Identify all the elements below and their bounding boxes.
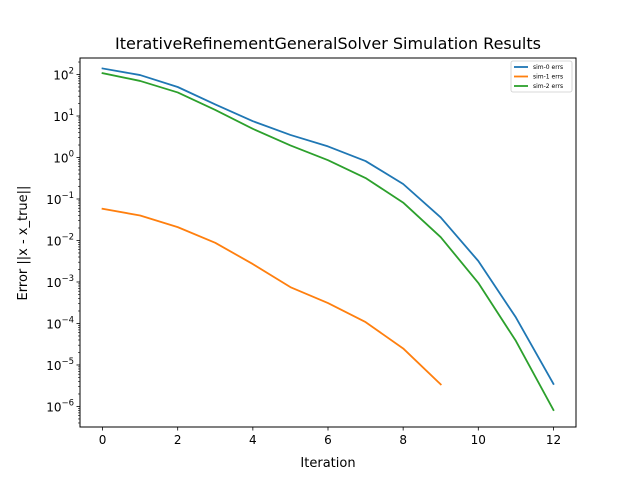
series-line-0 — [101, 67, 555, 386]
series-line-2 — [101, 72, 555, 412]
x-tick-label: 6 — [324, 433, 332, 447]
y-tick-label: 10−4 — [46, 315, 74, 331]
y-tick-label: 10−3 — [46, 274, 74, 290]
x-tick-label: 8 — [399, 433, 407, 447]
legend-label: sim-1 errs — [533, 74, 563, 81]
x-tick-label: 12 — [546, 433, 561, 447]
x-tick-label: 10 — [471, 433, 486, 447]
series-line-1 — [101, 207, 443, 386]
axes-frame — [79, 57, 577, 428]
y-tick-label: 10−6 — [46, 398, 74, 414]
x-tick-label: 2 — [174, 433, 182, 447]
legend-box — [510, 60, 573, 93]
y-axis-label: Error ||x - x_true|| — [16, 186, 31, 301]
y-tick-label: 10−2 — [46, 232, 74, 248]
x-tick-label: 0 — [99, 433, 107, 447]
legend-label: sim-2 errs — [533, 83, 563, 90]
y-tick-label: 10−1 — [46, 191, 74, 207]
x-axis-label: Iteration — [300, 456, 355, 471]
x-tick-label: 4 — [249, 433, 257, 447]
y-tick-label: 102 — [53, 67, 74, 83]
y-tick-label: 101 — [53, 108, 74, 124]
legend: sim-0 errs sim-1 errs sim-2 errs — [510, 60, 573, 93]
legend-label: sim-0 errs — [533, 64, 563, 71]
y-tick-label: 10−5 — [46, 357, 74, 373]
y-tick-label: 100 — [53, 150, 74, 166]
chart-title: IterativeRefinementGeneralSolver Simulat… — [115, 34, 541, 53]
plot-area: 0 2 4 6 8 10 12 102 101 100 10−1 10−2 10−3 10−4 10−5 10… — [46, 61, 561, 447]
